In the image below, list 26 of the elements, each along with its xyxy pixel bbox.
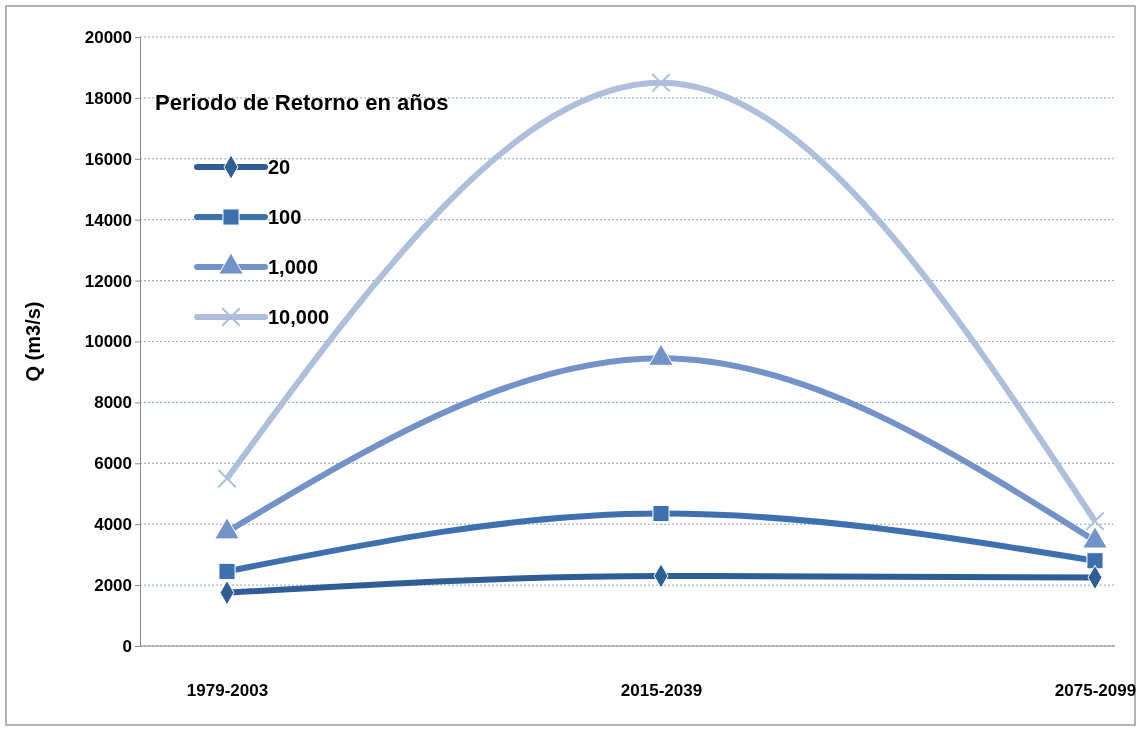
y-tick-label: 2000 [94,576,132,596]
legend-label: 100 [268,206,302,228]
y-tick-label: 8000 [94,393,132,413]
x-tick-label: 2075-2099 [1054,681,1137,701]
y-tick-label: 12000 [84,271,132,291]
y-axis-title: Q (m3/s) [22,301,44,382]
y-tick-label: 10000 [84,332,132,352]
y-tick-label: 6000 [94,454,132,474]
y-tick-label: 0 [122,636,132,656]
point [652,504,670,523]
point [217,468,237,489]
y-tick-label: 4000 [94,515,132,535]
y-tick-label: 20000 [84,27,132,47]
y-tick-label: 14000 [84,210,132,230]
point [1086,552,1104,570]
point [1085,511,1105,531]
y-tick-label: 16000 [84,149,132,169]
legend-label: 20 [268,156,291,178]
point [218,562,236,580]
legend-label: 1,000 [268,256,319,278]
x-tick-label: 1979-2003 [186,681,269,701]
y-tick-label: 18000 [84,88,132,108]
x-tick-label: 2015-2039 [620,681,703,701]
legend-label: 10,000 [268,306,330,328]
legend-title: Periodo de Retorno en años [155,90,449,115]
point [651,72,671,93]
